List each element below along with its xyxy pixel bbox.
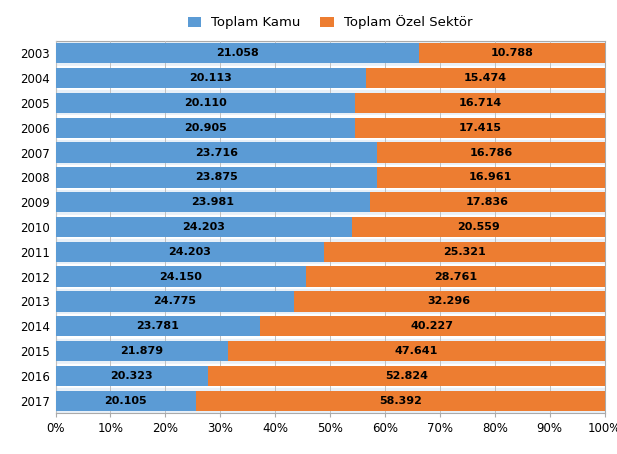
Bar xyxy=(56,190,605,215)
Text: 25.321: 25.321 xyxy=(443,247,486,257)
Bar xyxy=(56,215,605,239)
Text: 32.296: 32.296 xyxy=(428,296,471,306)
Bar xyxy=(377,143,605,163)
Bar xyxy=(56,390,196,411)
Bar xyxy=(56,366,208,386)
Bar xyxy=(324,242,605,262)
Text: 23.875: 23.875 xyxy=(195,173,238,183)
Bar xyxy=(56,388,605,413)
Bar xyxy=(56,165,605,190)
Text: 16.961: 16.961 xyxy=(469,173,512,183)
Bar xyxy=(56,239,605,264)
Bar xyxy=(56,68,366,88)
Bar xyxy=(56,217,352,237)
Text: 17.836: 17.836 xyxy=(466,197,509,207)
Bar xyxy=(56,143,377,163)
Bar xyxy=(56,140,605,165)
Bar xyxy=(294,291,605,311)
Text: 16.786: 16.786 xyxy=(470,148,513,158)
Bar xyxy=(56,90,605,115)
Bar xyxy=(56,167,376,188)
Text: 58.392: 58.392 xyxy=(379,396,422,406)
Bar xyxy=(56,242,324,262)
Text: 23.781: 23.781 xyxy=(136,321,179,331)
Bar xyxy=(56,115,605,140)
Text: 28.761: 28.761 xyxy=(434,271,477,281)
Bar xyxy=(56,93,355,113)
Text: 23.716: 23.716 xyxy=(195,148,238,158)
Bar xyxy=(56,339,605,364)
Bar xyxy=(56,314,605,339)
Bar xyxy=(196,390,605,411)
Bar xyxy=(260,316,605,336)
Text: 20.905: 20.905 xyxy=(184,123,226,133)
Bar xyxy=(56,118,355,138)
Bar xyxy=(306,266,605,287)
Bar xyxy=(355,118,605,138)
Text: 20.323: 20.323 xyxy=(110,371,153,381)
Bar xyxy=(56,266,306,287)
Text: 17.415: 17.415 xyxy=(458,123,502,133)
Bar xyxy=(370,192,605,212)
Text: 16.714: 16.714 xyxy=(458,98,502,108)
Text: 24.203: 24.203 xyxy=(183,222,225,232)
Text: 40.227: 40.227 xyxy=(410,321,453,331)
Text: 24.203: 24.203 xyxy=(168,247,211,257)
Legend: Toplam Kamu, Toplam Özel Sektör: Toplam Kamu, Toplam Özel Sektör xyxy=(182,10,478,35)
Bar xyxy=(352,217,605,237)
Bar xyxy=(56,316,260,336)
Bar xyxy=(56,341,228,361)
Bar xyxy=(56,289,605,314)
Bar xyxy=(56,291,294,311)
Text: 20.110: 20.110 xyxy=(184,98,227,108)
Text: 52.824: 52.824 xyxy=(385,371,428,381)
Bar xyxy=(56,66,605,90)
Bar xyxy=(376,167,605,188)
Text: 20.113: 20.113 xyxy=(189,73,232,83)
Text: 24.150: 24.150 xyxy=(159,271,202,281)
Bar xyxy=(366,68,605,88)
Bar xyxy=(355,93,605,113)
Bar xyxy=(56,364,605,388)
Text: 47.641: 47.641 xyxy=(395,346,438,356)
Bar xyxy=(419,43,605,64)
Text: 23.981: 23.981 xyxy=(191,197,234,207)
Text: 20.559: 20.559 xyxy=(457,222,500,232)
Bar xyxy=(228,341,605,361)
Text: 20.105: 20.105 xyxy=(104,396,147,406)
Bar xyxy=(56,264,605,289)
Text: 15.474: 15.474 xyxy=(464,73,507,83)
Text: 21.058: 21.058 xyxy=(216,48,259,58)
Bar xyxy=(56,43,419,64)
Bar xyxy=(56,41,605,66)
Text: 21.879: 21.879 xyxy=(120,346,164,356)
Bar xyxy=(208,366,605,386)
Bar xyxy=(56,192,370,212)
Text: 10.788: 10.788 xyxy=(491,48,533,58)
Text: 24.775: 24.775 xyxy=(153,296,196,306)
